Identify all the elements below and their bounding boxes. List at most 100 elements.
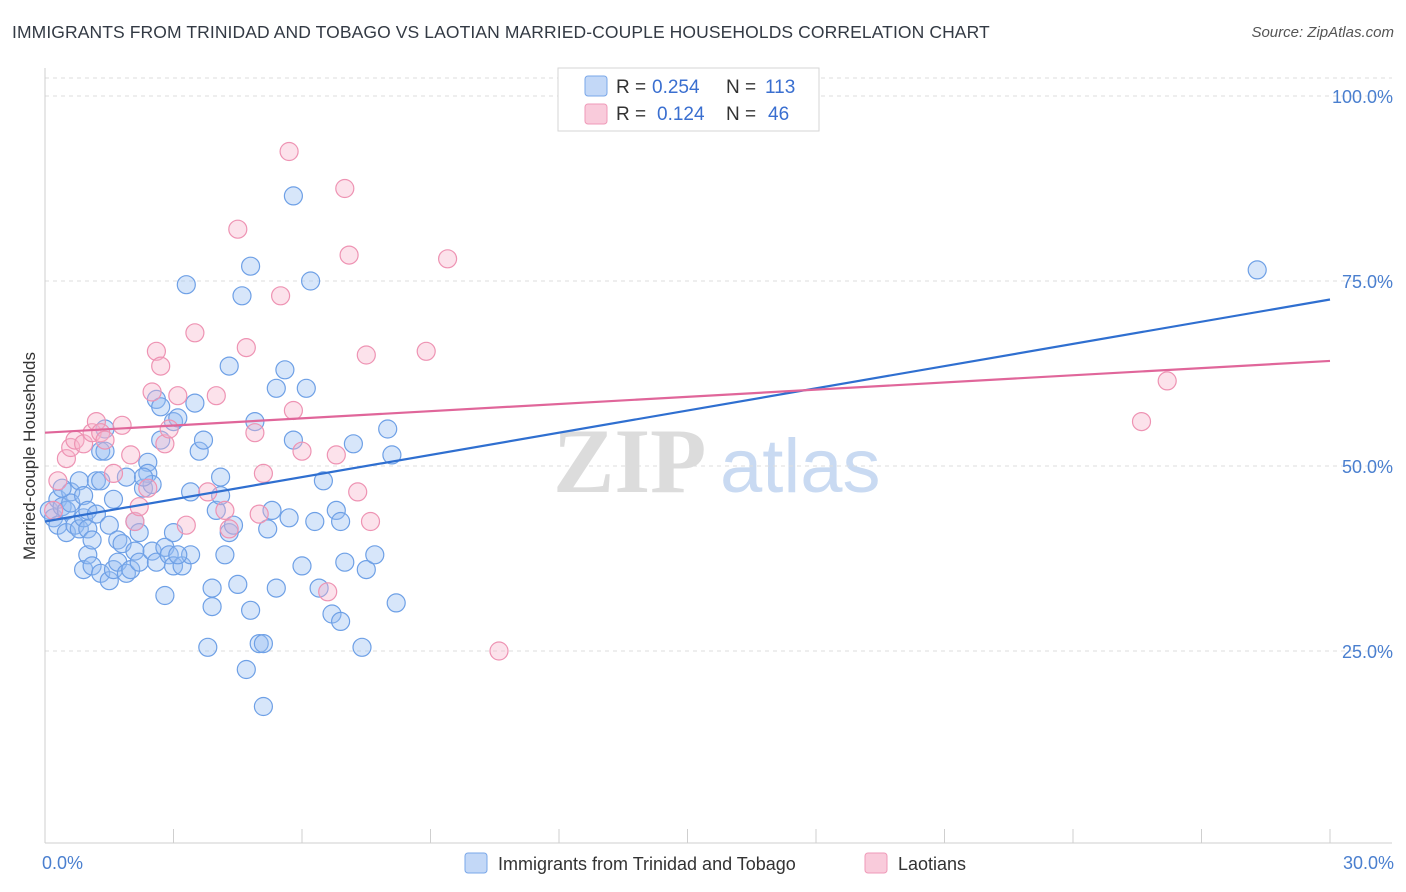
y-tick-label-25: 25.0% <box>1342 642 1393 662</box>
point-trinidad-tobago <box>185 393 205 413</box>
source-credit: Source: ZipAtlas.com <box>1251 24 1394 41</box>
legend-n-label-1: N = <box>726 77 756 98</box>
legend-n-value-2: 46 <box>768 104 789 125</box>
point-laotian <box>228 219 248 239</box>
bottom-legend-label-2: Laotians <box>898 854 966 874</box>
point-laotian <box>279 141 299 162</box>
trend-line-laotian <box>44 359 1331 434</box>
point-laotian <box>215 500 235 520</box>
point-laotian <box>245 423 265 443</box>
point-laotian <box>438 249 458 269</box>
point-trinidad-tobago <box>326 500 346 520</box>
point-trinidad-tobago <box>331 511 351 532</box>
bottom-legend-swatch-2 <box>864 852 888 874</box>
point-laotian <box>236 338 256 358</box>
point-laotian <box>95 430 115 450</box>
point-trinidad-tobago <box>228 574 248 595</box>
point-laotian <box>43 500 64 520</box>
point-trinidad-tobago <box>202 596 222 617</box>
point-laotian <box>318 582 338 602</box>
point-trinidad-tobago <box>155 585 175 606</box>
point-trinidad-tobago <box>69 471 89 491</box>
point-trinidad-tobago <box>249 633 269 654</box>
point-trinidad-tobago <box>168 545 188 565</box>
point-trinidad-tobago <box>296 378 316 398</box>
point-laotian <box>292 441 312 461</box>
gridlines <box>45 77 1392 652</box>
legend-swatch-series-2 <box>584 103 608 125</box>
point-trinidad-tobago <box>266 578 286 598</box>
point-trinidad-tobago <box>95 441 115 461</box>
point-trinidad-tobago <box>382 445 402 465</box>
watermark-zip: ZIP <box>553 410 706 512</box>
point-trinidad-tobago <box>241 256 261 276</box>
point-trinidad-tobago <box>211 467 231 487</box>
point-trinidad-tobago <box>283 186 303 206</box>
point-laotian <box>489 641 509 661</box>
point-trinidad-tobago <box>378 419 398 439</box>
point-trinidad-tobago <box>198 637 218 657</box>
point-trinidad-tobago <box>78 519 98 539</box>
point-laotian <box>339 245 359 265</box>
point-trinidad-tobago <box>279 508 299 528</box>
point-trinidad-tobago <box>275 360 295 380</box>
point-trinidad-tobago <box>236 659 256 680</box>
x-tick-label-max: 30.0% <box>1343 853 1394 873</box>
point-trinidad-tobago <box>258 519 278 539</box>
point-laotian <box>416 341 436 361</box>
point-trinidad-tobago <box>103 489 124 509</box>
point-trinidad-tobago <box>78 545 98 565</box>
point-trinidad-tobago <box>125 541 145 561</box>
stats-legend: R = 0.254 N = 113 R = 0.124 N = 46 <box>557 67 820 132</box>
point-trinidad-tobago <box>99 571 119 591</box>
point-laotian <box>356 345 376 365</box>
point-trinidad-tobago <box>193 430 214 450</box>
point-trinidad-tobago <box>356 559 376 580</box>
point-trinidad-tobago <box>86 471 107 491</box>
point-trinidad-tobago <box>1247 260 1267 280</box>
legend-n-label-2: N = <box>726 104 756 125</box>
point-laotian <box>249 504 269 524</box>
point-laotian <box>151 356 171 376</box>
point-trinidad-tobago <box>292 556 312 576</box>
point-trinidad-tobago <box>253 633 273 654</box>
point-laotian <box>348 482 368 502</box>
point-laotian <box>103 463 124 483</box>
point-trinidad-tobago <box>202 578 222 598</box>
point-trinidad-tobago <box>82 530 102 550</box>
point-laotian <box>206 386 226 406</box>
chart-title: IMMIGRANTS FROM TRINIDAD AND TOBAGO VS L… <box>12 22 990 42</box>
legend-r-label-2: R = <box>616 104 646 125</box>
bottom-legend-swatch-1 <box>464 852 488 874</box>
y-tick-labels: 25.0% 50.0% 75.0% 100.0% <box>1332 87 1393 662</box>
y-axis-label: Married-couple Households <box>20 352 39 560</box>
point-laotian <box>253 463 273 483</box>
point-laotian <box>219 519 239 539</box>
point-trinidad-tobago <box>365 545 385 565</box>
axes <box>44 68 1392 844</box>
point-trinidad-tobago <box>73 486 94 506</box>
point-trinidad-tobago <box>176 275 196 295</box>
point-trinidad-tobago <box>335 552 355 572</box>
point-trinidad-tobago <box>266 378 286 398</box>
point-trinidad-tobago <box>215 545 235 565</box>
point-trinidad-tobago <box>151 397 171 417</box>
point-laotian <box>155 434 175 454</box>
trend-line-trinidad-tobago <box>44 298 1331 523</box>
point-trinidad-tobago <box>189 441 209 461</box>
point-laotian <box>168 386 188 406</box>
point-laotian <box>112 415 132 435</box>
y-tick-label-50: 50.0% <box>1342 457 1393 477</box>
point-trinidad-tobago <box>313 471 333 491</box>
point-trinidad-tobago <box>232 286 252 306</box>
data-points <box>39 141 1267 717</box>
legend-r-value-2: 0.124 <box>657 104 705 125</box>
point-trinidad-tobago <box>129 522 149 543</box>
y-tick-label-100: 100.0% <box>1332 87 1393 107</box>
series-legend: Immigrants from Trinidad and Tobago Laot… <box>464 852 966 874</box>
point-trinidad-tobago <box>219 356 239 376</box>
point-laotian <box>283 400 303 421</box>
point-laotian <box>335 178 355 199</box>
point-laotian <box>271 286 291 306</box>
